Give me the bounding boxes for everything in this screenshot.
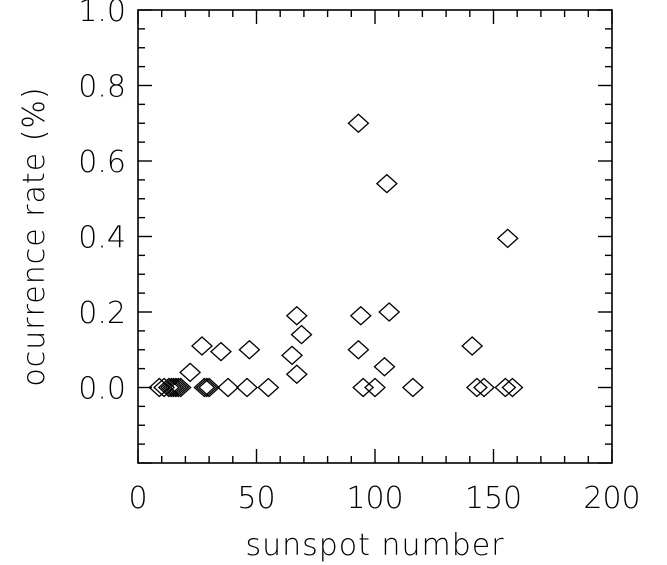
y-tick-label: 0.6 bbox=[78, 145, 126, 180]
data-point bbox=[195, 377, 218, 398]
data-point bbox=[290, 324, 313, 345]
y-tick-label: 0.2 bbox=[78, 296, 126, 331]
data-point bbox=[160, 377, 183, 398]
x-axis-title: sunspot number bbox=[245, 528, 504, 563]
data-point bbox=[285, 305, 308, 326]
data-point bbox=[238, 339, 261, 360]
data-point bbox=[164, 377, 187, 398]
data-point bbox=[198, 377, 221, 398]
data-point bbox=[496, 228, 519, 249]
data-point bbox=[378, 302, 401, 322]
y-tick-label: 0.4 bbox=[78, 221, 126, 256]
data-points bbox=[148, 113, 524, 398]
data-point bbox=[501, 377, 524, 398]
data-point bbox=[347, 113, 370, 134]
data-point bbox=[162, 377, 185, 398]
x-tick-label: 150 bbox=[465, 481, 522, 516]
data-point bbox=[193, 377, 216, 398]
data-point bbox=[169, 377, 192, 398]
data-point bbox=[465, 377, 488, 398]
data-point bbox=[157, 377, 180, 398]
data-point bbox=[167, 377, 190, 398]
x-tick-label: 200 bbox=[583, 481, 640, 516]
data-point bbox=[364, 377, 386, 398]
data-point bbox=[209, 341, 232, 362]
data-point bbox=[401, 377, 424, 398]
data-point bbox=[347, 339, 370, 360]
y-axis-title: ocurrence rate (%) bbox=[17, 86, 52, 386]
x-tick-label: 100 bbox=[346, 481, 403, 516]
y-tick-label: 0.0 bbox=[78, 372, 126, 407]
data-point bbox=[191, 336, 213, 356]
data-point bbox=[257, 377, 280, 398]
data-point bbox=[373, 356, 396, 377]
data-point bbox=[236, 377, 258, 398]
data-point bbox=[281, 345, 304, 366]
tick-labels: 0 50 100 150 200 0.0 0.2 0.4 0.6 0.8 1.0 bbox=[78, 0, 640, 516]
data-point bbox=[461, 336, 484, 356]
y-tick-label: 0.8 bbox=[78, 70, 126, 105]
data-point bbox=[352, 377, 375, 398]
ticks bbox=[137, 9, 613, 464]
data-point bbox=[473, 377, 495, 398]
data-point bbox=[375, 173, 398, 194]
data-point bbox=[349, 305, 372, 326]
data-point bbox=[494, 377, 517, 398]
data-point bbox=[285, 364, 308, 385]
y-tick-label: 1.0 bbox=[78, 0, 126, 29]
data-point bbox=[217, 377, 240, 398]
data-point bbox=[179, 362, 202, 383]
x-tick-label: 0 bbox=[128, 481, 147, 516]
x-tick-label: 50 bbox=[237, 481, 275, 516]
